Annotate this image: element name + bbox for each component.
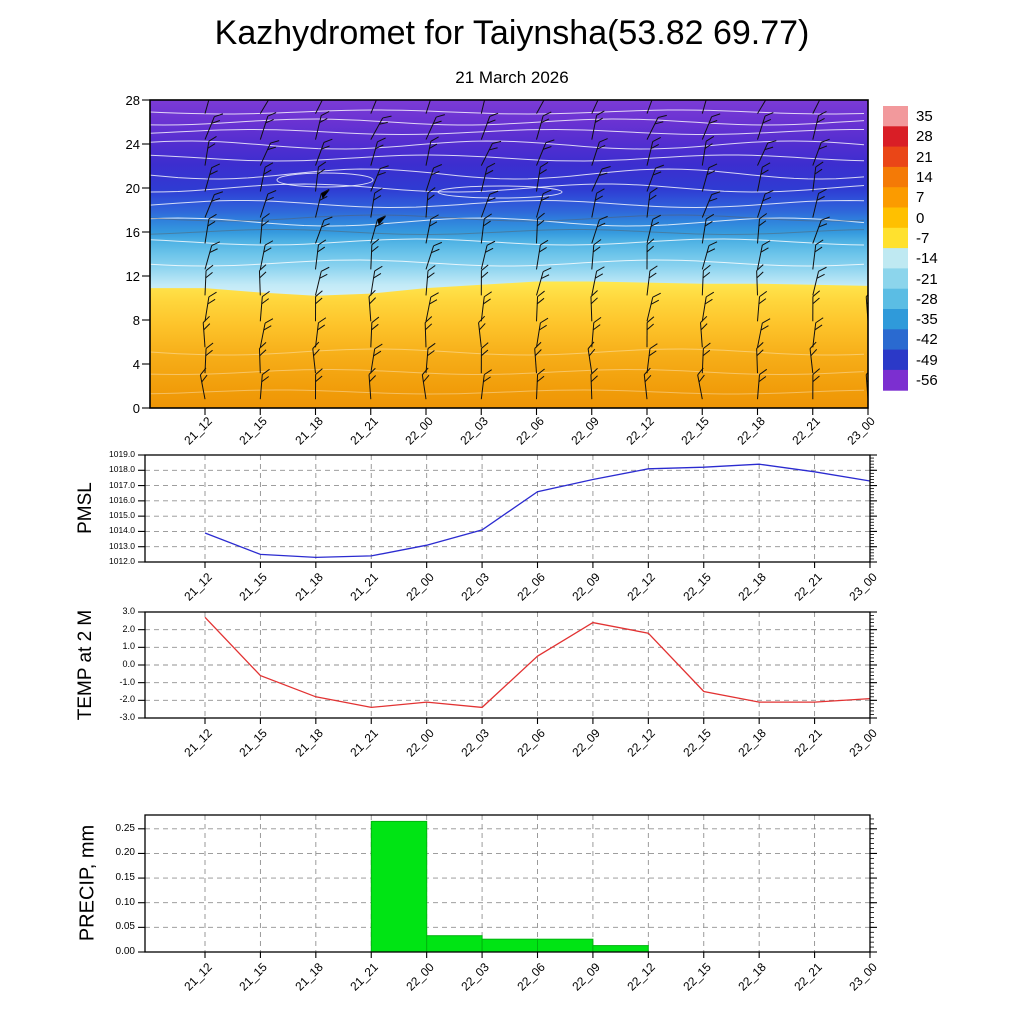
height-ytick-0: 0 <box>132 401 140 416</box>
colorbar-label--35: -35 <box>916 311 938 329</box>
precip-ytick-0.20: 0.20 <box>115 847 135 859</box>
wind-barbs <box>199 100 868 400</box>
pmsl-ytick-1018.0: 1018.0 <box>109 464 135 475</box>
height-ytick-24: 24 <box>125 137 140 152</box>
pmsl-panel <box>138 454 877 568</box>
temp2m-series-line <box>204 616 871 709</box>
pmsl-series-line <box>204 463 871 559</box>
colorbar-label-14: 14 <box>916 169 933 187</box>
temperature-colorbar <box>883 106 908 391</box>
precip-bar <box>426 935 483 953</box>
precip-ytick-0.00: 0.00 <box>115 946 135 957</box>
precip-ytick-0.10: 0.10 <box>115 896 135 908</box>
date-subtitle: 21 March 2026 <box>455 68 569 87</box>
colorbar-label--21: -21 <box>916 270 938 288</box>
colorbar-label--49: -49 <box>916 351 938 369</box>
temp2m-ytick-3.0: 3.0 <box>122 606 135 616</box>
pmsl-ytick-1013.0: 1013.0 <box>109 540 135 551</box>
precip-axis-title: PRECIP, mm <box>76 824 99 942</box>
height-ytick-16: 16 <box>125 225 140 240</box>
precip-bar <box>592 945 649 953</box>
page-title: Kazhydromet for Taiynsha(53.82 69.77) <box>214 14 810 52</box>
height-ytick-4: 4 <box>132 357 140 372</box>
colorbar-label--7: -7 <box>916 230 930 247</box>
warm-layer-region <box>150 281 868 408</box>
colorbar-label-35: 35 <box>916 108 933 126</box>
pmsl-ytick-1019.0: 1019.0 <box>109 449 135 459</box>
colorbar-label-28: 28 <box>916 128 933 146</box>
temp-axis-title: TEMP at 2 M <box>75 609 96 721</box>
pmsl-ytick-1017.0: 1017.0 <box>109 479 135 490</box>
pmsl-ytick-1012.0: 1012.0 <box>109 556 135 566</box>
colorbar-label--56: -56 <box>916 372 938 390</box>
temp2m-ytick--1.0: -1.0 <box>119 676 135 687</box>
pmsl-axis-title: PMSL <box>75 482 96 534</box>
pmsl-ytick-1016.0: 1016.0 <box>109 494 135 505</box>
precip-ytick-0.05: 0.05 <box>115 921 135 933</box>
precip-bar <box>537 938 594 953</box>
colorbar-label-7: 7 <box>916 189 925 207</box>
colorbar-label--14: -14 <box>916 250 938 268</box>
cross-section-panel <box>142 99 869 415</box>
pmsl-ytick-1014.0: 1014.0 <box>109 525 135 536</box>
temp2m-panel <box>138 611 877 724</box>
precip-ytick-0.25: 0.25 <box>115 822 135 834</box>
colorbar-label-21: 21 <box>916 148 933 166</box>
height-ytick-28: 28 <box>125 93 140 108</box>
height-ytick-20: 20 <box>125 181 140 196</box>
temp2m-ytick-2.0: 2.0 <box>122 623 135 634</box>
precip-bar <box>481 938 539 953</box>
height-ytick-12: 12 <box>125 269 140 284</box>
temp2m-ytick--3.0: -3.0 <box>119 712 135 722</box>
temp2m-ytick--2.0: -2.0 <box>119 694 135 705</box>
precip-panel <box>138 814 877 958</box>
pmsl-ytick-1015.0: 1015.0 <box>109 510 135 521</box>
colorbar-label--42: -42 <box>916 331 938 349</box>
height-ytick-8: 8 <box>132 313 140 328</box>
precip-ytick-0.15: 0.15 <box>115 872 135 884</box>
precip-bar <box>370 820 428 953</box>
colorbar-label--28: -28 <box>916 290 938 308</box>
colorbar-label-0: 0 <box>916 209 925 227</box>
temp2m-ytick-1.0: 1.0 <box>122 641 135 652</box>
temp2m-ytick-0.0: 0.0 <box>122 659 135 669</box>
